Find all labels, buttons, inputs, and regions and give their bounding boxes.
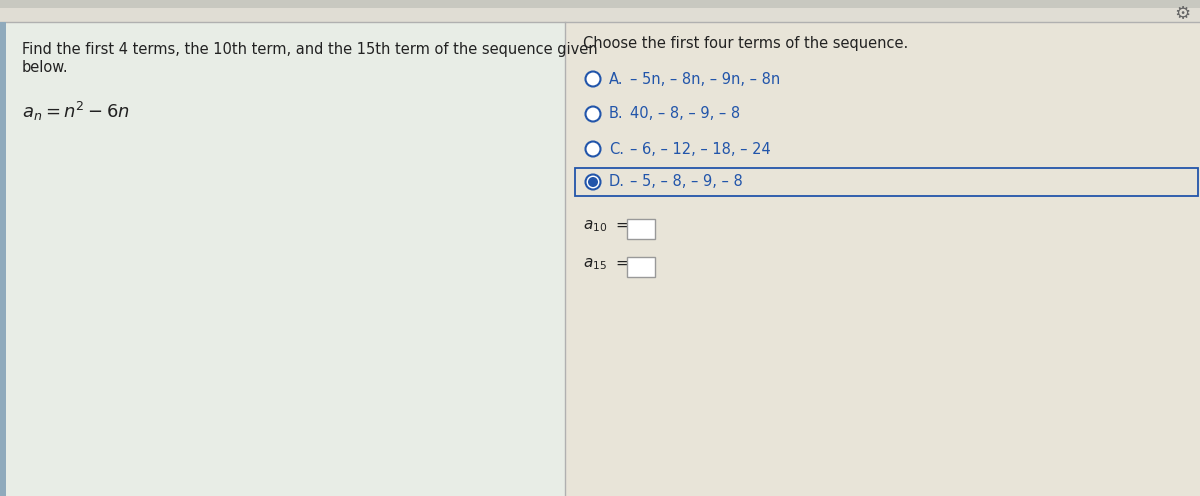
Bar: [0, 22, 6, 496]
Text: A.: A.: [610, 71, 624, 86]
Bar: [565, 22, 1200, 496]
Text: 40, – 8, – 9, – 8: 40, – 8, – 9, – 8: [630, 107, 740, 122]
Bar: [628, 257, 655, 277]
Circle shape: [586, 107, 600, 122]
Circle shape: [588, 177, 598, 187]
Bar: [575, 168, 1198, 196]
Bar: [0, 0, 1200, 8]
Text: $a_{10}$: $a_{10}$: [583, 218, 607, 234]
Text: =: =: [616, 256, 628, 271]
Text: ⚙: ⚙: [1174, 5, 1190, 23]
Text: D.: D.: [610, 175, 625, 189]
Circle shape: [586, 175, 600, 189]
Text: below.: below.: [22, 60, 68, 75]
Text: – 6, – 12, – 18, – 24: – 6, – 12, – 18, – 24: [630, 141, 770, 157]
Text: Choose the first four terms of the sequence.: Choose the first four terms of the seque…: [583, 36, 908, 51]
Bar: [0, 22, 565, 496]
Text: =: =: [616, 218, 628, 233]
Text: – 5n, – 8n, – 9n, – 8n: – 5n, – 8n, – 9n, – 8n: [630, 71, 780, 86]
Bar: [628, 219, 655, 239]
Text: $a_n = n^2 - 6n$: $a_n = n^2 - 6n$: [22, 100, 130, 123]
Text: C.: C.: [610, 141, 624, 157]
Circle shape: [586, 71, 600, 86]
Text: B.: B.: [610, 107, 624, 122]
Text: – 5, – 8, – 9, – 8: – 5, – 8, – 9, – 8: [630, 175, 743, 189]
Text: Find the first 4 terms, the 10th term, and the 15th term of the sequence given: Find the first 4 terms, the 10th term, a…: [22, 42, 598, 57]
Text: $a_{15}$: $a_{15}$: [583, 256, 607, 272]
Circle shape: [586, 141, 600, 157]
